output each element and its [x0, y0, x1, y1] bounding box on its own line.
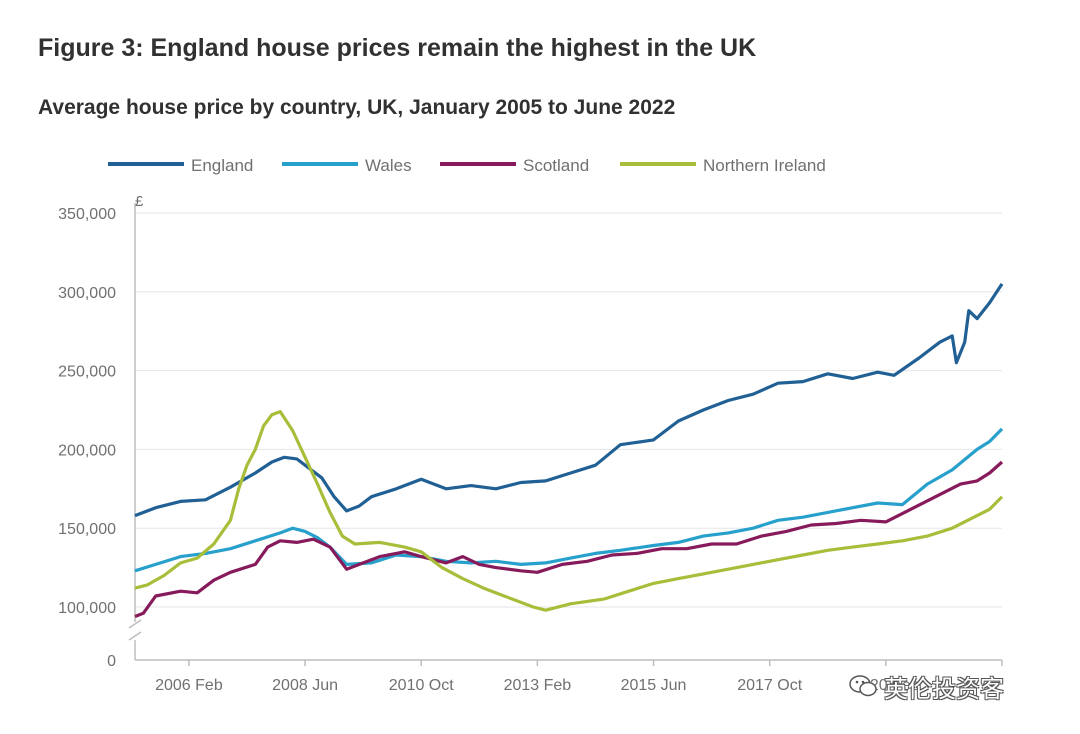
y-tick-label: 100,000	[58, 600, 116, 617]
x-tick-label: 2010 Oct	[389, 677, 454, 694]
legend-label: England	[191, 156, 253, 175]
series-line-wales	[134, 427, 1004, 573]
x-tick-label: 2015 Jun	[621, 677, 687, 694]
series-line-scotland	[134, 460, 1004, 618]
series-line-northern-ireland	[134, 410, 1004, 612]
watermark-text: 英伦投资客	[884, 675, 1004, 703]
legend-label: Wales	[365, 156, 412, 175]
x-tick-label: 2013 Feb	[504, 677, 572, 694]
series-lines	[134, 283, 1004, 618]
axis-break-mark	[128, 631, 142, 641]
y-tick-label: 150,000	[58, 521, 116, 538]
legend-label: Scotland	[523, 156, 589, 175]
y-tick-label: 250,000	[58, 364, 116, 381]
y-tick-label: 300,000	[58, 285, 116, 302]
y-tick-label: 0	[107, 653, 116, 670]
y-tick-label: 200,000	[58, 442, 116, 459]
x-tick-label: 2006 Feb	[155, 677, 223, 694]
x-tick-label: 2017 Oct	[737, 677, 802, 694]
chart-subtitle: Average house price by country, UK, Janu…	[38, 96, 676, 119]
legend-label: Northern Ireland	[703, 156, 826, 175]
axis-break-mark	[128, 619, 142, 629]
x-tick-label: 2008 Jun	[272, 677, 338, 694]
watermark: 英伦投资客	[848, 668, 1058, 704]
figure-title: Figure 3: England house prices remain th…	[38, 34, 757, 62]
y-tick-label: 350,000	[58, 206, 116, 223]
axes: 350,000 300,000 250,000 200,000 150,000 100,0…	[58, 193, 1003, 694]
gridlines	[135, 212, 1002, 608]
series-line-england	[134, 283, 1004, 518]
legend: England Wales Scotland Northern Ireland	[108, 156, 826, 175]
wechat-icon	[849, 675, 877, 697]
y-unit-label: £	[135, 193, 144, 210]
